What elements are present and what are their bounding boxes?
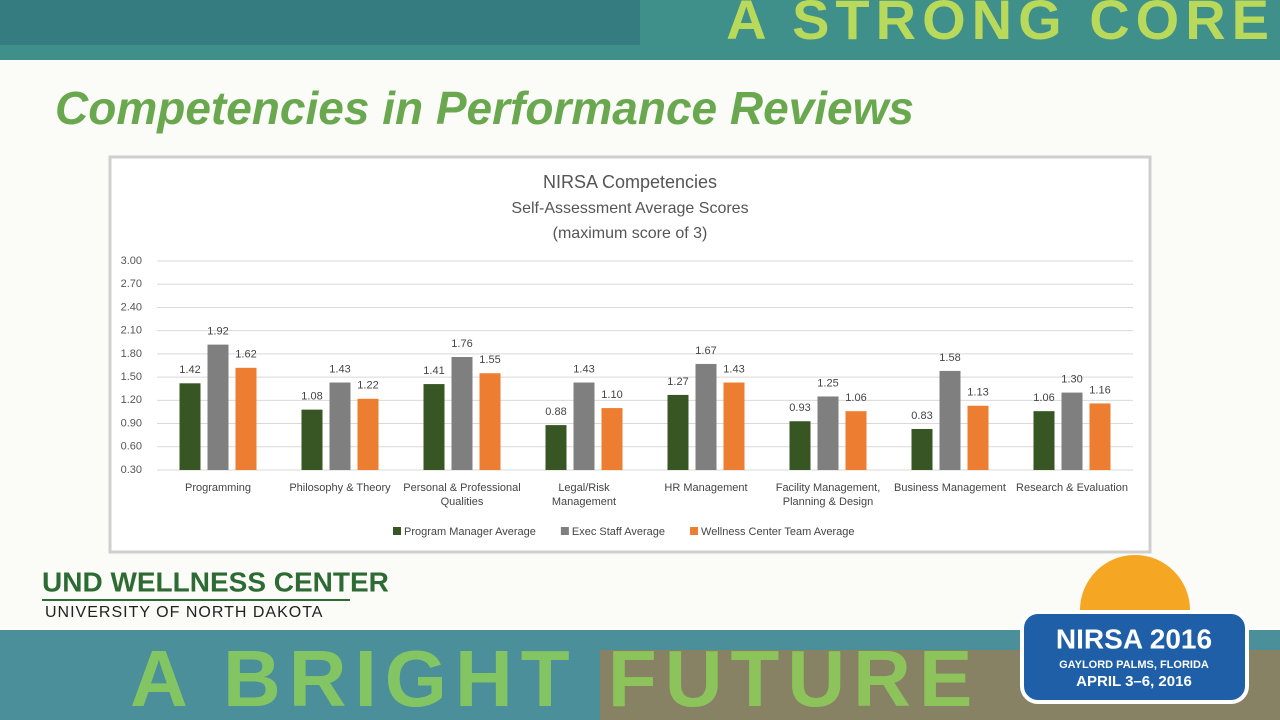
legend-label: Wellness Center Team Average: [701, 526, 854, 538]
bar: [179, 383, 201, 470]
bar: [695, 363, 717, 470]
bar: [789, 421, 811, 470]
bar: [235, 367, 257, 470]
bar: [939, 370, 961, 470]
y-tick-label: 2.10: [121, 325, 142, 337]
y-tick-label: 2.40: [121, 301, 142, 313]
value-label: 1.08: [301, 391, 322, 403]
value-label: 1.55: [479, 354, 500, 366]
value-label: 0.93: [789, 402, 810, 414]
value-label: 1.41: [423, 365, 444, 377]
value-label: 1.76: [451, 338, 472, 350]
logo-name: UND WELLNESS CENTER: [42, 566, 389, 597]
legend-label: Exec Staff Average: [572, 526, 665, 538]
y-tick-label: 3.00: [121, 255, 142, 267]
legend-swatch: [690, 527, 699, 535]
value-label: 1.06: [845, 392, 866, 404]
badge-date: APRIL 3–6, 2016: [1076, 673, 1192, 690]
legend-swatch: [393, 527, 401, 535]
y-tick-label: 1.20: [121, 394, 142, 406]
legend-swatch: [560, 527, 569, 535]
top-band-shade: [0, 0, 640, 45]
bar: [817, 396, 839, 470]
value-label: 1.43: [723, 363, 744, 375]
bar: [967, 405, 989, 470]
bar: [545, 425, 567, 470]
y-tick-label: 0.60: [121, 441, 142, 453]
bar: [1061, 392, 1083, 470]
banner-bottom: A BRIGHT FUTURE: [130, 634, 980, 720]
value-label: 1.25: [817, 377, 838, 389]
value-label: 1.43: [573, 363, 594, 375]
badge-place: GAYLORD PALMS, FLORIDA: [1059, 659, 1209, 671]
bar: [723, 382, 745, 470]
x-tick-label: Legal/Risk Management: [551, 482, 617, 508]
bar: [1033, 411, 1055, 470]
bar: [329, 382, 351, 470]
bar: [601, 408, 623, 470]
bar: [667, 394, 689, 470]
bar: [301, 409, 323, 470]
x-tick-label: Research & Evaluation: [1016, 482, 1128, 494]
value-label: 1.58: [939, 352, 960, 364]
chart-subtitle: Self-Assessment Average Scores: [511, 200, 748, 217]
bar: [911, 428, 933, 470]
chart-title: NIRSA Competencies: [543, 172, 717, 192]
bar: [423, 384, 445, 470]
bar: [845, 411, 867, 470]
badge: [1020, 610, 1249, 704]
value-label: 1.30: [1061, 373, 1082, 385]
value-label: 1.10: [601, 389, 622, 401]
value-label: 1.22: [357, 380, 378, 392]
x-tick-label: Programming: [184, 482, 252, 494]
x-tick-label: HR Management: [664, 482, 748, 494]
value-label: 1.42: [179, 364, 200, 376]
value-label: 1.43: [329, 363, 350, 375]
value-label: 1.67: [695, 345, 716, 357]
slide-heading: Competencies in Performance Reviews: [55, 82, 914, 134]
value-label: 1.92: [207, 326, 228, 338]
value-label: 1.62: [235, 349, 256, 361]
bar: [357, 398, 379, 470]
legend-label: Program Manager Average: [404, 526, 536, 538]
y-tick-label: 0.90: [121, 417, 142, 429]
y-tick-label: 0.30: [121, 464, 142, 476]
value-label: 1.13: [967, 387, 988, 399]
bar: [573, 382, 595, 470]
logo-sub: UNIVERSITY OF NORTH DAKOTA: [45, 604, 323, 621]
x-tick-label: Philosophy & Theory: [289, 482, 391, 494]
value-label: 1.27: [667, 376, 688, 388]
badge-title: NIRSA 2016: [1056, 623, 1212, 654]
bar: [1089, 403, 1111, 470]
chart-frame: [108, 155, 1152, 554]
bar: [479, 373, 501, 470]
x-tick-label: Facility Management, Planning & Design: [775, 482, 881, 508]
chart-subtitle: (maximum score of 3): [553, 225, 708, 242]
x-tick-label: Personal & Professional Qualities: [403, 482, 521, 508]
bar: [207, 344, 229, 470]
value-label: 1.06: [1033, 392, 1054, 404]
value-label: 0.83: [911, 410, 932, 422]
y-tick-label: 1.80: [121, 348, 142, 360]
bar: [451, 356, 473, 470]
y-tick-label: 1.50: [121, 371, 142, 383]
value-label: 0.88: [545, 406, 566, 418]
x-tick-label: Business Management: [894, 482, 1006, 494]
y-tick-label: 2.70: [121, 278, 142, 290]
value-label: 1.16: [1089, 384, 1110, 396]
banner-top: A STRONG CORE: [726, 0, 1275, 51]
